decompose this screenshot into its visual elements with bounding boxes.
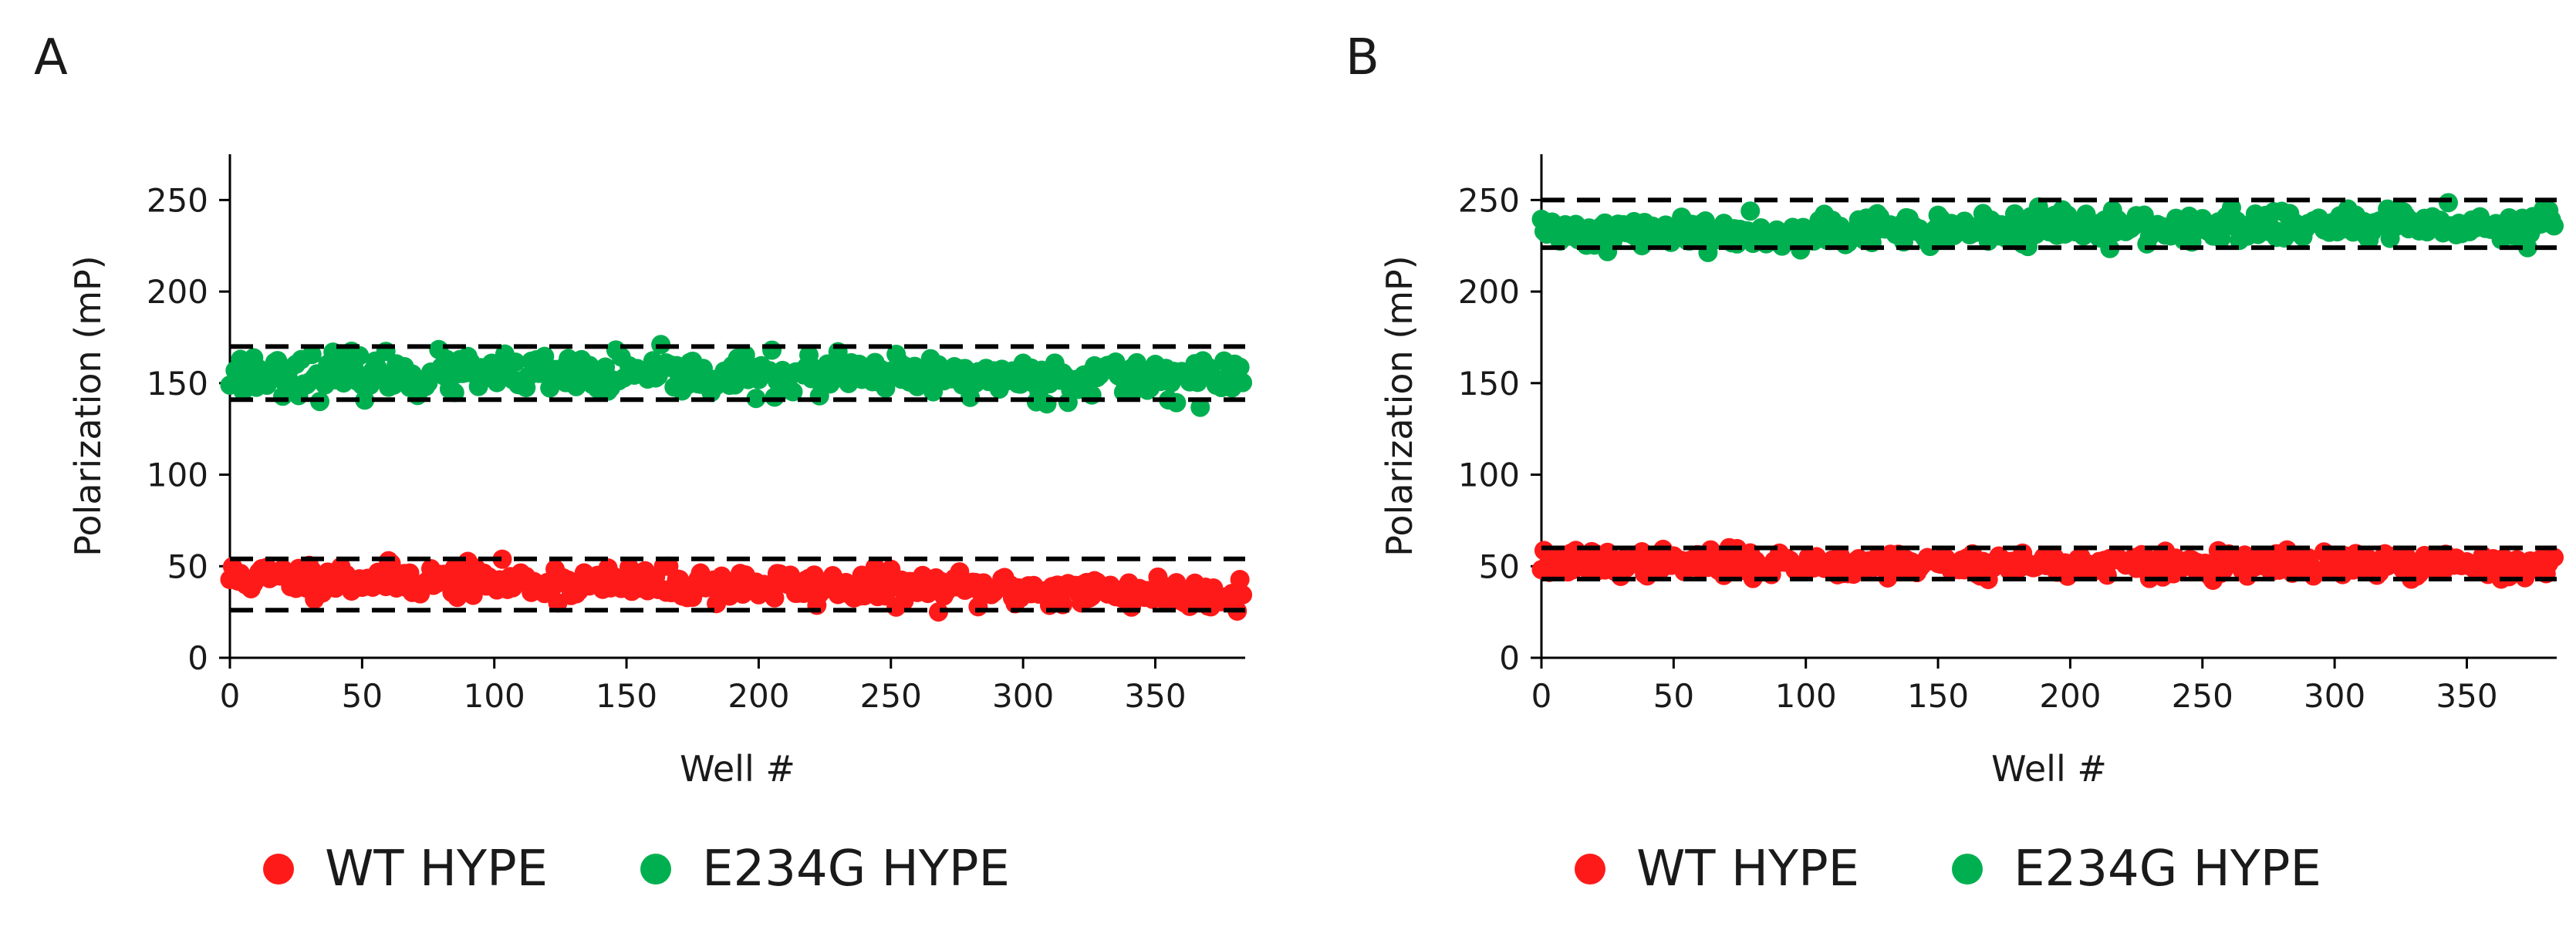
legend: WT HYPE E234G HYPE xyxy=(1312,841,2576,898)
data-point xyxy=(492,549,512,569)
x-tick-label: 200 xyxy=(728,677,789,715)
data-point xyxy=(1920,237,1940,257)
data-point xyxy=(1233,372,1253,393)
data-point xyxy=(535,346,555,366)
x-axis-title: Well # xyxy=(1991,748,2107,790)
x-tick-label: 200 xyxy=(2039,677,2101,715)
scatter-plot-b: 0 50 100 150 200 250 0 50 100 150 200 250 300 350 Well… xyxy=(1379,154,2564,790)
data-point xyxy=(1166,393,1187,413)
y-tick-label: 200 xyxy=(1458,273,1520,311)
data-point xyxy=(505,352,525,372)
y-tick-label: 250 xyxy=(1458,181,1520,219)
panel-label: B xyxy=(1345,29,1379,86)
y-tick-label: 0 xyxy=(187,639,208,677)
y-tick-label: 150 xyxy=(147,365,208,403)
x-tick-label: 350 xyxy=(1124,677,1186,715)
legend-marker-e234g xyxy=(640,854,672,885)
data-point xyxy=(349,345,370,366)
legend-label-wt: WT HYPE xyxy=(1636,841,1860,898)
data-point xyxy=(2438,193,2458,213)
y-tick-label: 50 xyxy=(1479,548,1520,585)
y-tick-label: 200 xyxy=(147,273,208,311)
x-tick-label: 250 xyxy=(2172,677,2233,715)
series-wt-hype xyxy=(220,549,1253,622)
data-point xyxy=(765,387,785,407)
data-point xyxy=(765,588,785,608)
scatter-plot-a: 0 50 100 150 200 250 0 50 100 150 200 250 300 350 Well… xyxy=(67,154,1253,790)
x-tick-label: 50 xyxy=(342,677,383,715)
y-tick-label: 150 xyxy=(1458,365,1520,403)
legend-label-wt: WT HYPE xyxy=(325,841,549,898)
y-axis-title: Polarization (mP) xyxy=(67,255,109,556)
y-tick-label: 100 xyxy=(1458,457,1520,494)
legend-item-e234g: E234G HYPE xyxy=(1952,841,2321,898)
data-point xyxy=(1740,201,1761,221)
data-point xyxy=(1190,397,1210,417)
data-point xyxy=(1230,357,1250,377)
y-tick-label: 250 xyxy=(147,181,208,219)
y-axis-title: Polarization (mP) xyxy=(1379,255,1420,556)
x-tick-label: 0 xyxy=(1531,677,1552,715)
data-point xyxy=(746,389,766,409)
data-point xyxy=(2544,216,2564,236)
x-tick-label: 150 xyxy=(596,677,657,715)
legend: WT HYPE E234G HYPE xyxy=(0,841,1273,898)
legend-item-e234g: E234G HYPE xyxy=(640,841,1010,898)
legend-label-e234g: E234G HYPE xyxy=(2014,841,2321,898)
x-tick-label: 300 xyxy=(992,677,1054,715)
x-tick-label: 100 xyxy=(1775,677,1837,715)
legend-marker-wt xyxy=(1575,854,1606,885)
data-point xyxy=(928,602,948,622)
panel-label: A xyxy=(34,29,68,86)
legend-marker-wt xyxy=(263,854,295,885)
x-tick-label: 0 xyxy=(220,677,241,715)
data-point xyxy=(762,340,782,360)
y-tick-label: 100 xyxy=(147,457,208,494)
data-point xyxy=(1037,394,1057,414)
legend-item-wt: WT HYPE xyxy=(263,841,548,898)
data-point xyxy=(302,345,322,365)
data-point xyxy=(1230,570,1250,590)
legend-item-wt: WT HYPE xyxy=(1575,841,1859,898)
x-tick-label: 250 xyxy=(860,677,922,715)
x-tick-label: 150 xyxy=(1907,677,1969,715)
legend-label-e234g: E234G HYPE xyxy=(702,841,1010,898)
x-axis-title: Well # xyxy=(680,748,795,790)
data-point xyxy=(1233,585,1253,605)
data-point xyxy=(783,382,803,402)
data-point xyxy=(355,390,375,410)
y-tick-label: 50 xyxy=(167,548,208,585)
data-point xyxy=(2544,548,2564,568)
chart-panel-a: A 0 50 100 150 200 250 0 50 100 150 200 250 300 350 We… xyxy=(0,0,1273,930)
x-tick-label: 50 xyxy=(1653,677,1694,715)
x-tick-label: 100 xyxy=(464,677,525,715)
series-e234g-hype xyxy=(220,335,1253,417)
legend-marker-e234g xyxy=(1952,854,1983,885)
y-tick-label: 0 xyxy=(1499,639,1520,677)
chart-panel-b: B 0 50 100 150 200 250 0 50 100 150 200 250 300 350 We… xyxy=(1312,0,2576,930)
series-wt-hype xyxy=(1531,537,2564,590)
data-point xyxy=(2211,228,2231,248)
x-tick-label: 300 xyxy=(2304,677,2365,715)
x-tick-label: 350 xyxy=(2436,677,2497,715)
series-e234g-hype xyxy=(1531,193,2564,262)
